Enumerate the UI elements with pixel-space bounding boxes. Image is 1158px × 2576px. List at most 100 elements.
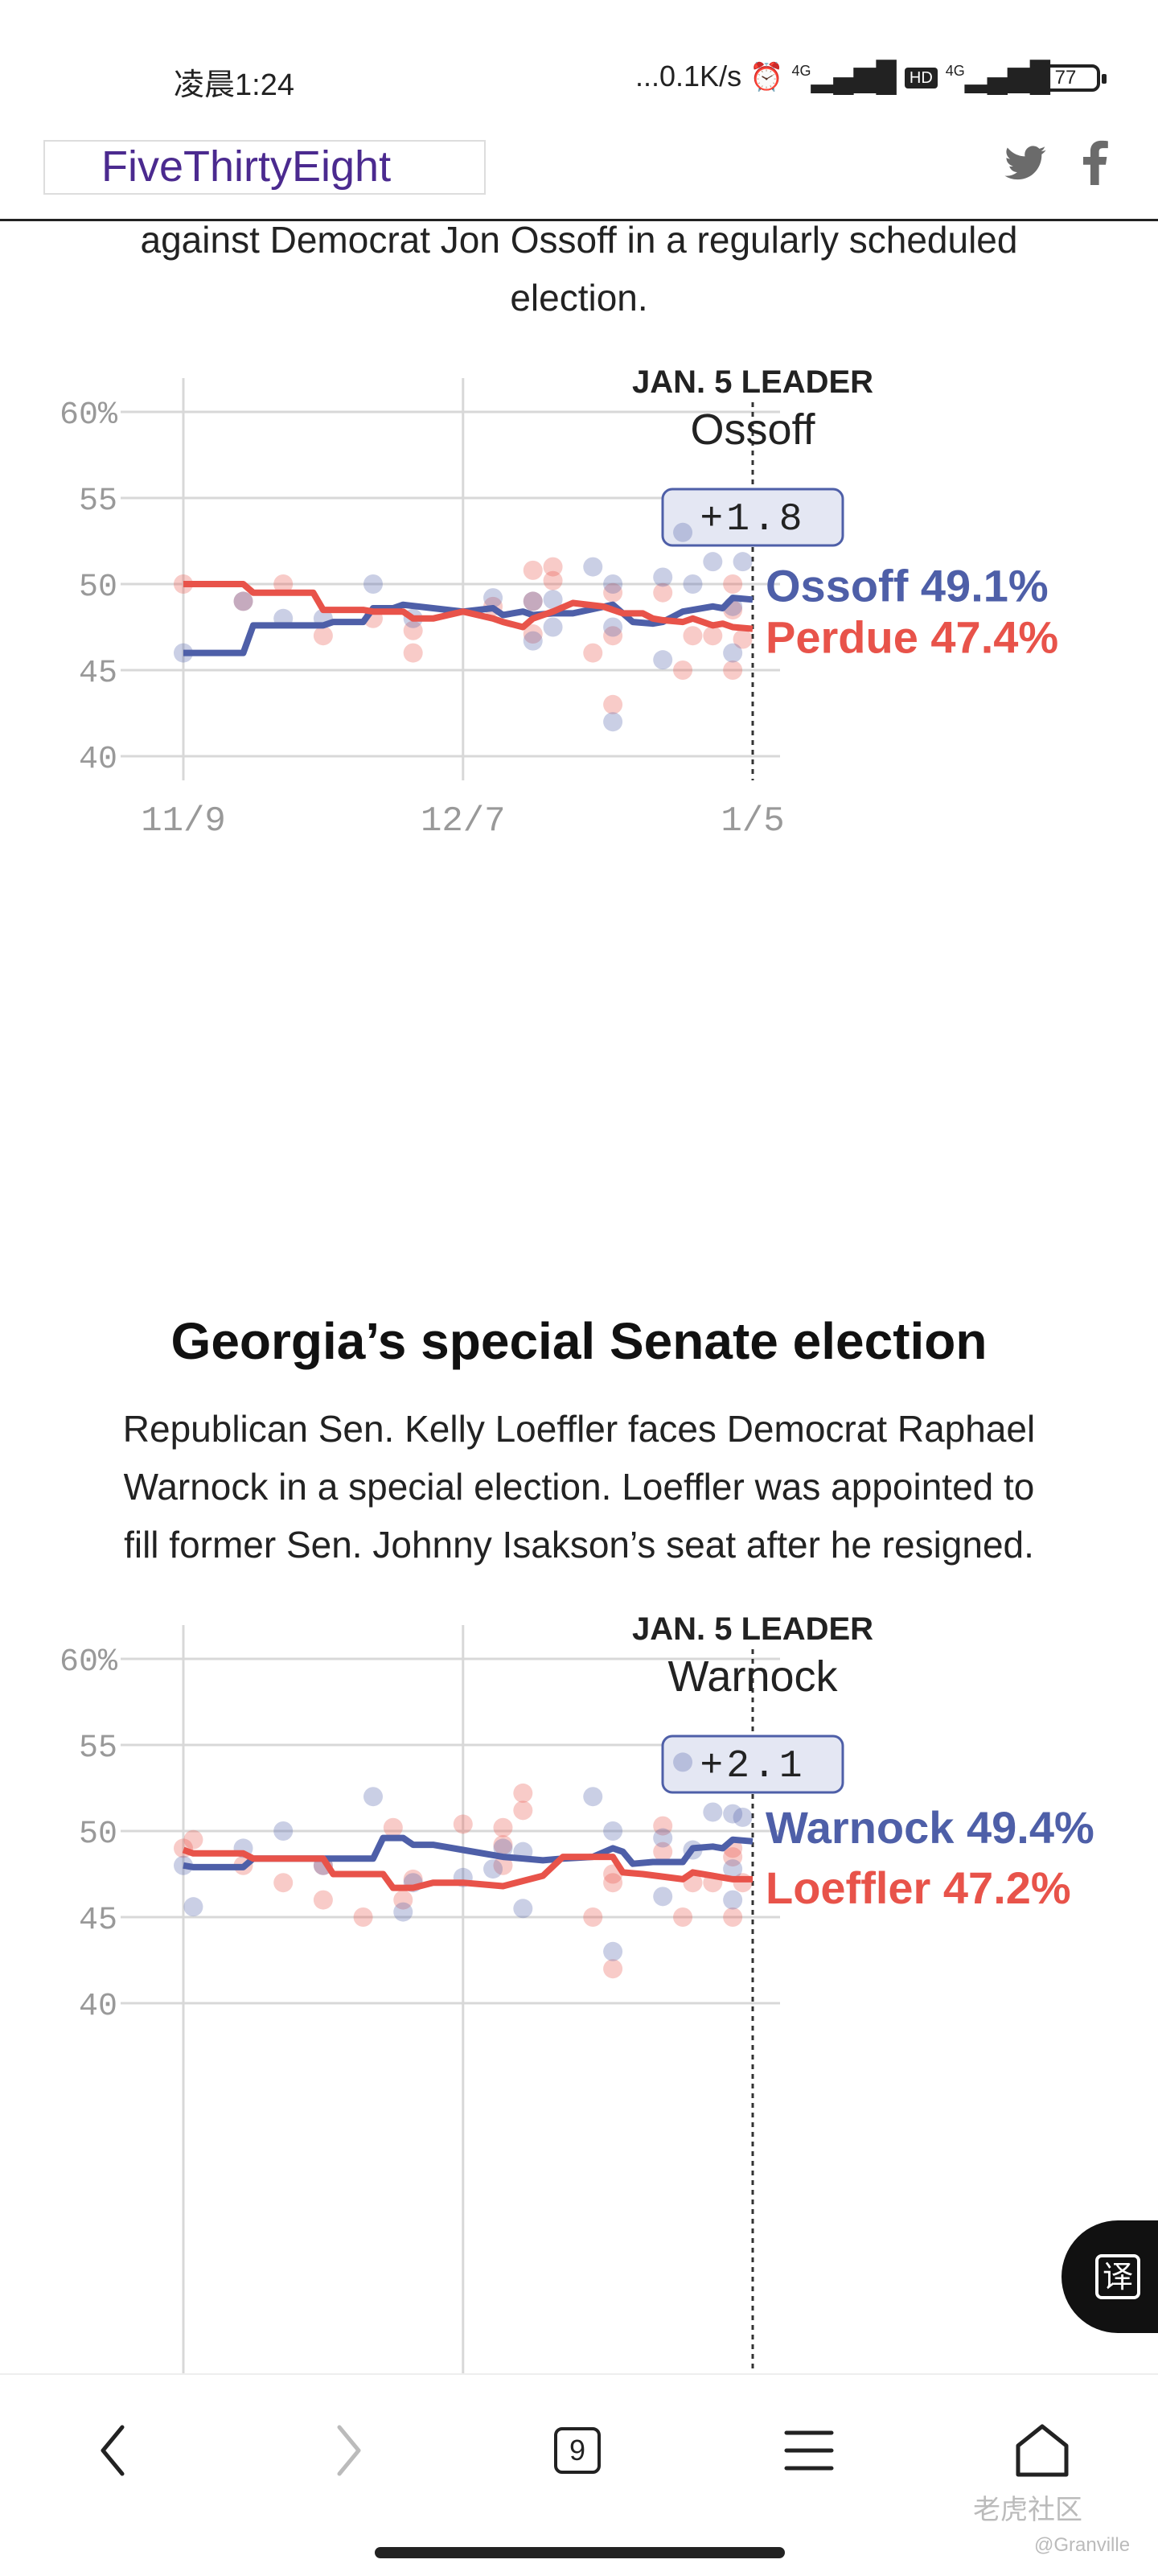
poll-dot-dem [603,1941,623,1961]
poll-dot-rep [523,560,543,580]
poll-dot-rep [543,557,563,577]
tabs-button[interactable]: 9 [529,2402,626,2499]
leader-margin-badge [661,488,844,547]
watermark-user: @Granville [1034,2534,1131,2556]
home-icon [1016,2424,1069,2477]
poll-dot-dem [603,1821,623,1841]
poll-dot-dem [523,591,543,611]
network-speed: ...0.1K/s [635,60,742,93]
poll-dot-dem [653,567,673,587]
poll-dot-rep [393,1890,413,1910]
poll-dot-rep [453,1814,473,1834]
poll-dot-rep [603,1959,623,1979]
poll-dot-dem [363,574,383,594]
site-logo[interactable]: FiveThirtyEight [43,140,486,195]
poll-dot-dem [653,650,673,670]
poll-dot-rep [493,1817,513,1837]
poll-dot-rep [673,660,693,680]
poll-dot-rep [403,620,423,640]
poll-dot-rep [383,1817,403,1837]
y-tick-label: 45 [79,1903,117,1939]
poll-dot-dem [703,552,723,572]
poll-dot-dem [683,574,703,594]
poll-dot-dem [603,712,623,732]
poll-dot-dem [723,1804,743,1824]
status-time: 凌晨1:24 [174,68,294,102]
leader-label: JAN. 5 LEADER [632,1611,873,1647]
y-tick-label: 60% [60,397,118,434]
hd-badge: HD [904,67,938,88]
back-chevron-icon [101,2425,125,2476]
home-button[interactable] [994,2402,1090,2499]
poll-dot-dem [523,631,543,651]
series-line-perdue [183,581,754,632]
series-end-label-ossoff: Ossoff 49.1% [766,560,1049,611]
alarm-icon: ⏰ [749,62,784,93]
poll-dot-rep [353,1907,373,1927]
poll-dot-rep [183,1829,203,1850]
poll-dot-dem [723,1859,743,1879]
section-title: Georgia’s special Senate election [170,1312,988,1370]
poll-dot-dem [723,643,743,663]
poll-dot-rep [313,626,333,646]
y-tick-label: 55 [79,1730,117,1767]
poll-dot-rep [733,629,753,649]
tabs-count: 9 [554,2427,601,2474]
browser-bottom-nav: 9 [0,2373,1158,2576]
twitter-icon[interactable] [997,140,1053,196]
signal-label-2: 4G [945,63,965,79]
poll-dot-rep [273,574,294,594]
status-indicators: ...0.1K/s ⏰ 4G▂▄▆█ HD 4G▂▄▆█ [635,60,1050,93]
back-button[interactable] [64,2402,161,2499]
poll-dot-rep [703,626,723,646]
poll-dot-rep [653,1841,673,1862]
series-end-label-perdue: Perdue 47.4% [766,612,1058,663]
series-end-label-warnock: Warnock 49.4% [766,1802,1094,1853]
poll-dot-rep [513,1800,533,1821]
translate-icon: 译 [1095,2254,1140,2299]
y-tick-label: 45 [79,656,117,692]
poll-dot-dem [543,590,563,610]
poll-dot-dem [483,1859,503,1879]
menu-icon [784,2430,834,2471]
poll-dot-dem [673,1752,693,1772]
forward-button[interactable] [301,2402,397,2499]
poll-dot-rep [523,591,543,611]
poll-dot-rep [683,626,703,646]
section-desc-line-3: fill former Sen. Johnny Isakson’s seat a… [124,1524,1034,1566]
poll-dot-rep [523,624,543,644]
series-line-ossoff [183,595,754,656]
y-tick-label: 55 [79,484,117,520]
x-tick-label: 1/5 [721,801,784,842]
poll-dot-rep [723,1907,743,1927]
poll-dot-rep [603,694,623,714]
leader-margin-badge [661,1734,844,1794]
menu-button[interactable] [761,2402,857,2499]
poll-dot-dem [233,591,253,611]
poll-dot-rep [603,582,623,603]
facebook-icon[interactable] [1066,140,1123,196]
poll-dot-rep [653,582,673,603]
forward-chevron-icon [337,2425,361,2476]
poll-dot-rep [673,1907,693,1927]
leader-margin: +1.8 [700,498,805,541]
poll-dot-dem [653,1828,673,1848]
poll-dot-rep [723,660,743,680]
site-header: FiveThirtyEight [0,138,1158,221]
translate-button[interactable]: 译 [1062,2220,1158,2333]
poll-dot-dem [733,1807,753,1827]
poll-dot-dem [723,1890,743,1910]
home-indicator[interactable] [375,2547,785,2558]
battery-indicator: 77 [1031,64,1107,92]
poll-dot-dem [393,1902,413,1922]
poll-dot-rep [233,591,253,611]
status-bar: 凌晨1:24 ...0.1K/s ⏰ 4G▂▄▆█ HD 4G▂▄▆█ 77 [0,0,1158,145]
section-description: Republican Sen. Kelly Loeffler faces Dem… [32,1400,1126,1574]
y-tick-label: 60% [60,1644,118,1681]
y-tick-label: 40 [79,742,117,778]
poll-dot-dem [653,1887,673,1907]
ossoff-perdue-polling-chart: 60% 55 50 45 40 11/9 12/7 1/5 JAN. 5 LEADER Ossof… [60,364,1058,842]
poll-dot-rep [313,1890,333,1910]
poll-dot-dem [583,557,603,577]
poll-dot-dem [703,1802,723,1822]
